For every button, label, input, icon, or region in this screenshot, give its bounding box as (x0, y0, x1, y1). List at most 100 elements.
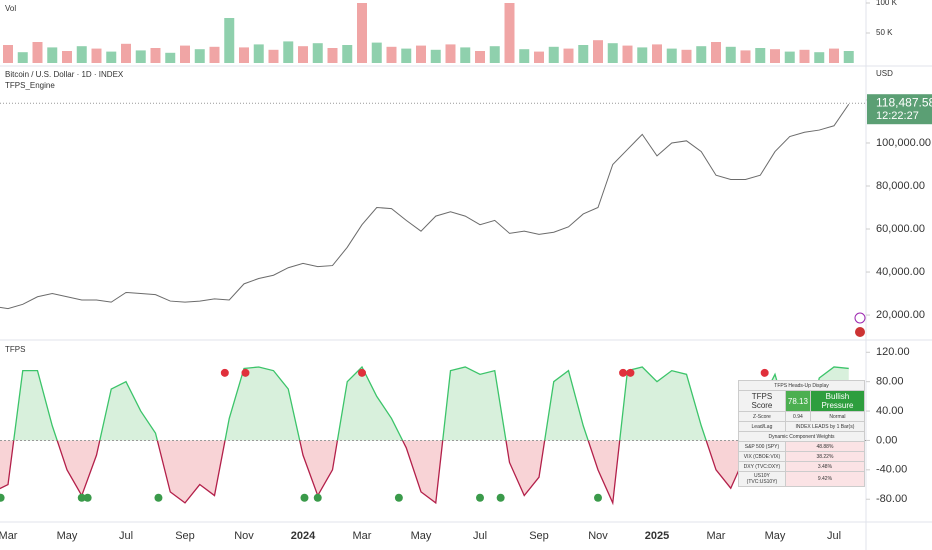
icon[interactable] (854, 312, 866, 324)
y-tick-label: -80.00 (876, 493, 907, 505)
volume-bar (696, 46, 707, 63)
x-tick-label: May (411, 530, 432, 542)
price-line (0, 103, 850, 310)
volume-bar (622, 45, 633, 63)
y-tick-label: 80,000.00 (876, 180, 925, 192)
volume-bar (62, 51, 72, 63)
hud-cell: Lead/Lag (738, 421, 786, 432)
volume-bar (563, 48, 574, 63)
pane-title: Vol (5, 4, 16, 13)
x-tick-label: 2024 (291, 530, 316, 542)
signal-dot (394, 493, 403, 502)
hud-cell: Dynamic Component Weights (738, 431, 865, 442)
y-tick-label: 120.00 (876, 346, 910, 358)
x-tick-label: 2025 (645, 530, 669, 542)
volume-bar (17, 52, 28, 63)
signal-dot (0, 493, 5, 502)
signal-dot (77, 493, 86, 502)
hud-row: Lead/Lag INDEX LEADS by 1 Bar(s) (738, 421, 866, 432)
y-tick-label: -40.00 (876, 464, 907, 476)
currency: USD (876, 69, 893, 78)
volume-bar (253, 44, 264, 63)
signal-dot (154, 493, 163, 502)
signal-dot (626, 368, 635, 377)
signal-dot (83, 493, 92, 502)
area-up (13, 366, 849, 441)
volume-bar (534, 51, 544, 63)
line-down (0, 440, 807, 506)
volume-bar (784, 51, 795, 63)
signal-dot (300, 493, 309, 502)
hud-cell: INDEX LEADS by 1 Bar(s) (784, 421, 866, 432)
volume-bar (32, 42, 43, 63)
signal-dot (476, 493, 484, 502)
volume-bar (239, 47, 249, 63)
volume-bar (652, 44, 662, 63)
volume-bar (91, 48, 102, 63)
icon[interactable] (855, 327, 865, 337)
line-up (13, 365, 849, 441)
chart-title: Bitcoin / U.S. Dollar · 1D · INDEX (5, 70, 124, 79)
signal-dot (496, 493, 505, 502)
volume-bar (342, 45, 353, 63)
signal-dot (760, 368, 769, 377)
volume-bar (150, 48, 161, 63)
countdown: 12:22:27 (876, 110, 919, 122)
hud-cell: Bullish Pressure (809, 390, 866, 412)
hud-cell: 78.13 (784, 390, 811, 412)
x-tick-label: Mar (0, 530, 18, 542)
hud-row: VIX (CBOE:VIX) 38.22% (738, 451, 866, 462)
hud-row: US10Y (TVC:US10Y) 9.42% (738, 471, 866, 487)
hud-row: Z-Score 0.94 Normal (738, 411, 866, 422)
volume-bar (430, 49, 441, 63)
volume-bar (843, 51, 854, 63)
volume-bar (327, 48, 338, 63)
volume-bar (578, 45, 589, 63)
hud-cell: US10Y (TVC:US10Y) (738, 471, 786, 487)
volume-bar (475, 51, 485, 63)
volume-bar (637, 47, 648, 63)
volume-bar (519, 49, 530, 63)
x-tick-label: Nov (588, 530, 608, 542)
volume-bar (209, 46, 220, 63)
volume-bar (224, 18, 235, 63)
volume-bar (740, 50, 751, 63)
volume-bar (47, 47, 58, 63)
hud-row: S&P 500 (SPY) 48.88% (738, 441, 866, 452)
hud-cell: DXY (TVC:DXY) (738, 461, 786, 472)
volume-bar (725, 46, 736, 63)
hud-row: TFPS Heads-Up Display (738, 380, 865, 391)
volume-bar (711, 42, 721, 63)
volume-bar (681, 49, 692, 63)
x-tick-label: Jul (473, 530, 487, 542)
volume-bar (386, 46, 397, 63)
volume-bar (607, 43, 618, 63)
volume-bar (445, 44, 456, 63)
volume-bar (312, 43, 323, 63)
hud-cell: 38.22% (784, 451, 866, 462)
x-tick-label: May (57, 530, 78, 542)
volume-bar (268, 49, 279, 63)
y-tick-label: 50 K (876, 28, 893, 37)
indicator-title: TFPS_Engine (5, 81, 55, 90)
volume-bar (165, 52, 176, 63)
signal-dot (619, 368, 628, 377)
x-tick-label: Jul (827, 530, 841, 542)
volume-bar (770, 49, 780, 63)
y-tick-label: 40,000.00 (876, 266, 925, 278)
volume-bar (401, 48, 412, 63)
pane-title: TFPS (5, 345, 25, 354)
hud-cell: 3.48% (784, 461, 866, 472)
volume-bar (460, 47, 471, 63)
hud-row: TFPS Score 78.13 Bullish Pressure (738, 390, 866, 412)
hud-table: TFPS Heads-Up Display TFPS Score 78.13 Bull… (738, 380, 866, 487)
signal-dot (358, 368, 366, 377)
hud-cell: 48.88% (784, 441, 866, 452)
volume-bar (799, 49, 810, 63)
volume-bar (3, 45, 13, 63)
volume-bar (829, 48, 839, 63)
y-tick-label: 100 K (876, 0, 898, 7)
hud-cell: 0.94 (784, 411, 811, 422)
hud-cell: S&P 500 (SPY) (738, 441, 786, 452)
